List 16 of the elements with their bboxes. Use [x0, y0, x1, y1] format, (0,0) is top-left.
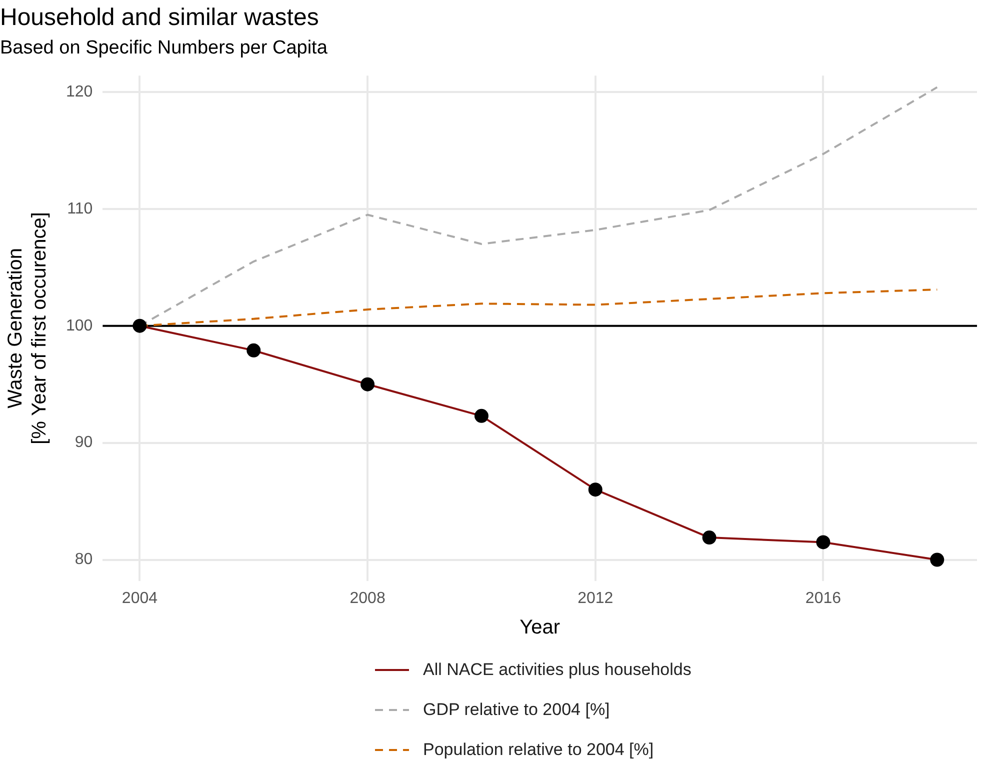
y-axis-title: Waste Generation [% Year of first occurence]	[4, 212, 51, 444]
legend-label: Population relative to 2004 [%]	[423, 740, 654, 760]
x-tick-label: 2016	[805, 590, 842, 607]
y-tick-label: 80	[74, 551, 93, 568]
x-axis-title: Year	[520, 616, 560, 639]
y-tick-label: 100	[66, 317, 93, 334]
x-tick-label: 2008	[350, 590, 386, 607]
x-tick-label: 2012	[578, 590, 614, 607]
legend-label: GDP relative to 2004 [%]	[423, 700, 610, 720]
chart-subtitle: Based on Specific Numbers per Capita	[0, 37, 328, 58]
legend-label: All NACE activities plus households	[423, 660, 692, 680]
y-tick-label: 90	[74, 434, 93, 452]
chart-title: Household and similar wastes	[0, 4, 319, 32]
x-tick-label: 2004	[122, 590, 158, 607]
y-tick-label: 110	[67, 200, 93, 218]
y-tick-label: 120	[66, 83, 93, 100]
